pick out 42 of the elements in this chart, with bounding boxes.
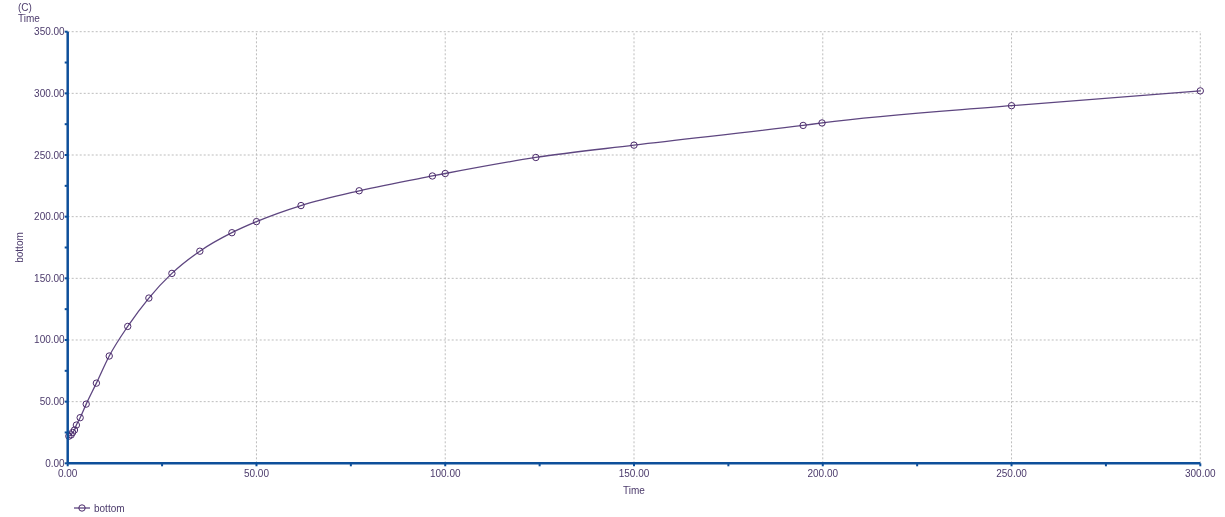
x-tick-label: 300.00 bbox=[1185, 468, 1217, 480]
chart-title: (C) bbox=[18, 2, 32, 13]
y-axis-title: bottom bbox=[14, 232, 25, 263]
point bbox=[92, 379, 101, 387]
point bbox=[168, 269, 176, 278]
point bbox=[799, 121, 807, 130]
x-tick-label: 200.00 bbox=[807, 468, 839, 480]
point bbox=[1007, 101, 1016, 110]
x-tick-label: 50.00 bbox=[243, 468, 270, 480]
y-tick-label: 350.00 bbox=[34, 26, 66, 38]
point bbox=[76, 413, 84, 422]
point bbox=[105, 352, 113, 360]
point bbox=[441, 169, 449, 178]
point bbox=[228, 229, 236, 237]
x-tick-label: 0.00 bbox=[57, 468, 78, 480]
x-tick-label: 250.00 bbox=[996, 468, 1028, 480]
y-tick-label: 50.00 bbox=[39, 396, 66, 408]
y-tick-label: 300.00 bbox=[34, 87, 66, 99]
point bbox=[124, 322, 132, 331]
point bbox=[72, 421, 81, 429]
point bbox=[428, 172, 437, 180]
point bbox=[252, 217, 261, 226]
chart-subtitle: Time bbox=[18, 13, 41, 24]
point bbox=[297, 201, 305, 210]
point bbox=[1196, 87, 1204, 95]
point bbox=[532, 153, 540, 162]
point bbox=[145, 294, 153, 302]
point bbox=[196, 247, 204, 255]
point bbox=[68, 428, 77, 437]
y-tick-label: 150.00 bbox=[34, 272, 66, 284]
point bbox=[82, 400, 90, 408]
y-tick-label: 250.00 bbox=[34, 149, 66, 161]
y-tick-label: 0.00 bbox=[45, 457, 66, 469]
x-axis-title: Time bbox=[623, 485, 646, 497]
x-tick-label: 100.00 bbox=[429, 468, 461, 480]
x-tick-label: 150.00 bbox=[618, 468, 650, 480]
point bbox=[630, 141, 638, 149]
y-tick-label: 200.00 bbox=[34, 211, 66, 223]
point bbox=[355, 187, 363, 195]
point bbox=[818, 119, 826, 127]
y-tick-label: 100.00 bbox=[34, 334, 66, 346]
legend-label: bottom bbox=[94, 502, 125, 514]
